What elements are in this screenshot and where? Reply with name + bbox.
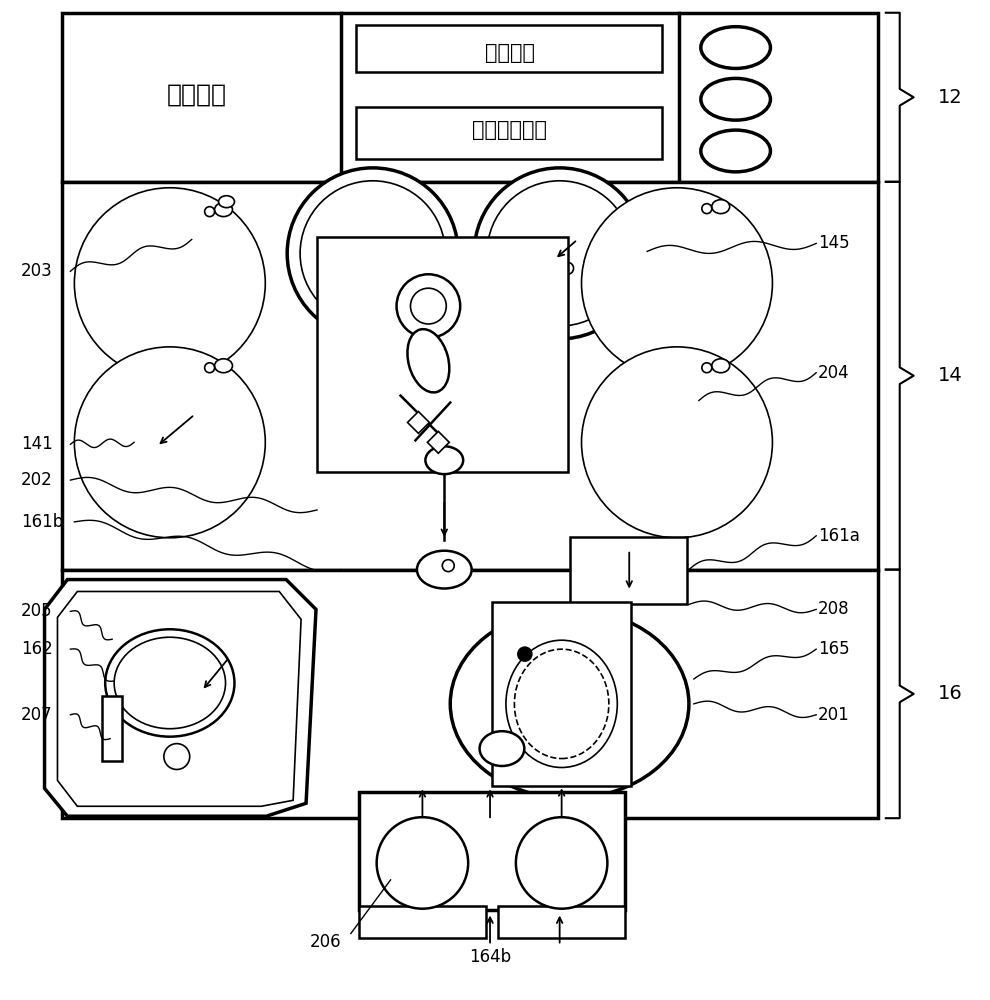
- Text: 12: 12: [938, 88, 962, 107]
- Ellipse shape: [701, 130, 770, 172]
- Circle shape: [443, 560, 454, 572]
- Text: 161a: 161a: [818, 527, 860, 545]
- Ellipse shape: [114, 637, 226, 729]
- Circle shape: [474, 168, 645, 339]
- Circle shape: [581, 347, 772, 538]
- Circle shape: [376, 817, 468, 909]
- Text: 161b: 161b: [21, 513, 63, 531]
- Circle shape: [586, 193, 767, 374]
- Polygon shape: [428, 431, 449, 453]
- Ellipse shape: [506, 640, 618, 767]
- Bar: [317, 237, 567, 472]
- Ellipse shape: [426, 446, 463, 474]
- Text: 206: 206: [310, 933, 342, 951]
- Circle shape: [287, 168, 458, 339]
- Bar: [492, 602, 632, 786]
- Ellipse shape: [215, 203, 233, 217]
- Bar: [102, 696, 122, 761]
- Circle shape: [518, 647, 532, 661]
- Text: 中央镀液器件: 中央镀液器件: [472, 120, 547, 140]
- Bar: [355, 25, 662, 72]
- Text: 208: 208: [818, 600, 849, 618]
- Text: 141: 141: [21, 435, 52, 453]
- Text: 204: 204: [818, 364, 849, 382]
- Circle shape: [88, 202, 251, 365]
- Text: 203: 203: [21, 262, 52, 280]
- Ellipse shape: [450, 609, 689, 798]
- Ellipse shape: [701, 78, 770, 120]
- Text: 201: 201: [818, 706, 850, 724]
- Circle shape: [164, 744, 190, 769]
- Text: 145: 145: [818, 234, 849, 252]
- Circle shape: [595, 202, 758, 365]
- Circle shape: [581, 188, 772, 379]
- Circle shape: [205, 207, 215, 217]
- Text: 控制器件: 控制器件: [166, 82, 227, 106]
- Circle shape: [595, 361, 758, 524]
- Circle shape: [300, 181, 446, 326]
- Bar: [569, 537, 687, 604]
- Circle shape: [74, 347, 265, 538]
- Bar: [62, 182, 878, 570]
- Ellipse shape: [712, 359, 730, 373]
- Circle shape: [702, 363, 712, 373]
- Text: 165: 165: [818, 640, 849, 658]
- Circle shape: [586, 352, 767, 533]
- Circle shape: [487, 181, 633, 326]
- Circle shape: [397, 274, 460, 338]
- Circle shape: [79, 193, 260, 374]
- Circle shape: [702, 204, 712, 214]
- Text: 164b: 164b: [469, 948, 511, 966]
- Ellipse shape: [417, 551, 471, 589]
- Text: 计量器件: 计量器件: [485, 43, 535, 63]
- Circle shape: [74, 188, 265, 379]
- Text: 162: 162: [21, 640, 52, 658]
- Ellipse shape: [479, 731, 525, 766]
- Text: 16: 16: [938, 684, 962, 703]
- Polygon shape: [57, 591, 301, 806]
- Ellipse shape: [515, 649, 609, 759]
- Bar: [498, 906, 626, 938]
- Polygon shape: [45, 580, 316, 816]
- Ellipse shape: [105, 629, 235, 737]
- Text: 207: 207: [21, 706, 52, 724]
- Bar: [62, 13, 878, 182]
- Ellipse shape: [215, 359, 233, 373]
- Circle shape: [88, 361, 251, 524]
- Bar: [358, 906, 486, 938]
- Circle shape: [561, 262, 573, 274]
- Ellipse shape: [408, 329, 449, 392]
- Bar: [355, 107, 662, 159]
- Ellipse shape: [219, 196, 235, 208]
- Text: 14: 14: [938, 366, 962, 385]
- Bar: [62, 570, 878, 818]
- Ellipse shape: [712, 200, 730, 214]
- Text: 205: 205: [21, 602, 52, 620]
- Text: 202: 202: [21, 471, 52, 489]
- Ellipse shape: [701, 27, 770, 68]
- Polygon shape: [408, 411, 430, 433]
- Circle shape: [516, 817, 608, 909]
- Circle shape: [411, 288, 446, 324]
- Circle shape: [205, 363, 215, 373]
- Circle shape: [79, 352, 260, 533]
- Bar: [358, 792, 626, 910]
- Circle shape: [374, 262, 387, 274]
